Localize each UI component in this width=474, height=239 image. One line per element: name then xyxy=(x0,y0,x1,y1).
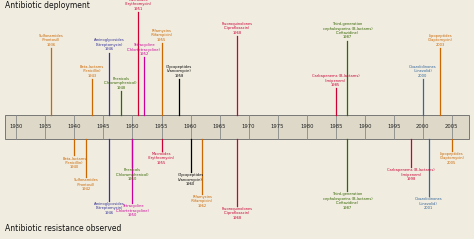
Text: 1940: 1940 xyxy=(68,124,81,129)
Text: Glycopeptides
(Vancomycin)
1958: Glycopeptides (Vancomycin) 1958 xyxy=(166,65,192,78)
Text: Aminoglycosides
(Streptomycin)
1946: Aminoglycosides (Streptomycin) 1946 xyxy=(94,202,125,215)
Text: Third-generation
cephalosporins (B-lactams)
(Ceftazidine)
1987: Third-generation cephalosporins (B-lacta… xyxy=(322,22,372,39)
Text: 1930: 1930 xyxy=(9,124,23,129)
Text: 1945: 1945 xyxy=(97,124,110,129)
Text: Carbapenems (B-lactams)
(Imipenem)
1985: Carbapenems (B-lactams) (Imipenem) 1985 xyxy=(312,74,359,87)
Text: Lipopeptides
(Daptomycin)
2003: Lipopeptides (Daptomycin) 2003 xyxy=(428,34,453,47)
Text: Beta-lactams
(Penicillin)
1943: Beta-lactams (Penicillin) 1943 xyxy=(80,65,104,78)
Text: Phenicols
(Chloramphenicol)
1948: Phenicols (Chloramphenicol) 1948 xyxy=(104,77,137,90)
Text: Aminoglycosides
(Streptomycin)
1946: Aminoglycosides (Streptomycin) 1946 xyxy=(94,38,125,51)
Text: Oxazolidinones
(Linezolid)
2000: Oxazolidinones (Linezolid) 2000 xyxy=(409,65,437,78)
Text: Carbapenems (B-lactams)
(Imipenem)
1998: Carbapenems (B-lactams) (Imipenem) 1998 xyxy=(387,168,435,181)
Text: Lipopeptides
(Daptomycin)
2005: Lipopeptides (Daptomycin) 2005 xyxy=(439,152,464,165)
Text: 2000: 2000 xyxy=(416,124,429,129)
Text: Fluoroquinolones
(Ciprofloxacin)
1968: Fluoroquinolones (Ciprofloxacin) 1968 xyxy=(221,207,253,220)
FancyBboxPatch shape xyxy=(5,115,469,139)
Text: 1995: 1995 xyxy=(387,124,401,129)
Text: Antibiotic resistance observed: Antibiotic resistance observed xyxy=(5,224,121,233)
Text: 1960: 1960 xyxy=(184,124,197,129)
Text: Sulfonamides
(Prontosil)
1942: Sulfonamides (Prontosil) 1942 xyxy=(73,178,99,191)
Text: Macrolides
(Erythromycin)
1955: Macrolides (Erythromycin) 1955 xyxy=(148,152,175,165)
Text: Glycopeptides
(Vancomycin)
1960: Glycopeptides (Vancomycin) 1960 xyxy=(177,173,204,186)
Text: Oxazolidinones
(Linezolid)
2001: Oxazolidinones (Linezolid) 2001 xyxy=(415,197,442,210)
Text: 1965: 1965 xyxy=(213,124,226,129)
Text: 1955: 1955 xyxy=(155,124,168,129)
Text: Phenicols
(Chloramphenicol)
1950: Phenicols (Chloramphenicol) 1950 xyxy=(116,168,149,181)
Text: Sulfonamides
(Prontosil)
1936: Sulfonamides (Prontosil) 1936 xyxy=(39,34,64,47)
Text: Rifamycins
(Rifampicin)
1955: Rifamycins (Rifampicin) 1955 xyxy=(151,29,173,42)
Text: 1950: 1950 xyxy=(126,124,139,129)
Text: 1935: 1935 xyxy=(39,124,52,129)
Text: Antibiotic deployment: Antibiotic deployment xyxy=(5,1,90,10)
Text: Tetracycline
(Chlortetracycline)
1952: Tetracycline (Chlortetracycline) 1952 xyxy=(127,43,161,56)
Text: Tetracycline
(Chlortetracycline)
1950: Tetracycline (Chlortetracycline) 1950 xyxy=(116,204,149,217)
Text: Beta-lactams
(Penicillin)
1940: Beta-lactams (Penicillin) 1940 xyxy=(62,157,87,169)
Text: 1975: 1975 xyxy=(271,124,284,129)
Text: 1990: 1990 xyxy=(358,124,372,129)
Text: Third-generation
cephalosporins (B-lactams)
(Ceftazidine)
1987: Third-generation cephalosporins (B-lacta… xyxy=(322,192,372,210)
Text: 1980: 1980 xyxy=(300,124,313,129)
Text: Rifamycins
(Rifampicin)
1962: Rifamycins (Rifampicin) 1962 xyxy=(191,195,213,208)
Text: 1985: 1985 xyxy=(329,124,342,129)
Text: 2005: 2005 xyxy=(445,124,458,129)
Text: Fluoroquinolones
(Ciprofloxacin)
1968: Fluoroquinolones (Ciprofloxacin) 1968 xyxy=(221,22,253,35)
Text: Macrolides
(Erythromycin)
1951: Macrolides (Erythromycin) 1951 xyxy=(125,0,152,11)
Text: 1970: 1970 xyxy=(242,124,255,129)
